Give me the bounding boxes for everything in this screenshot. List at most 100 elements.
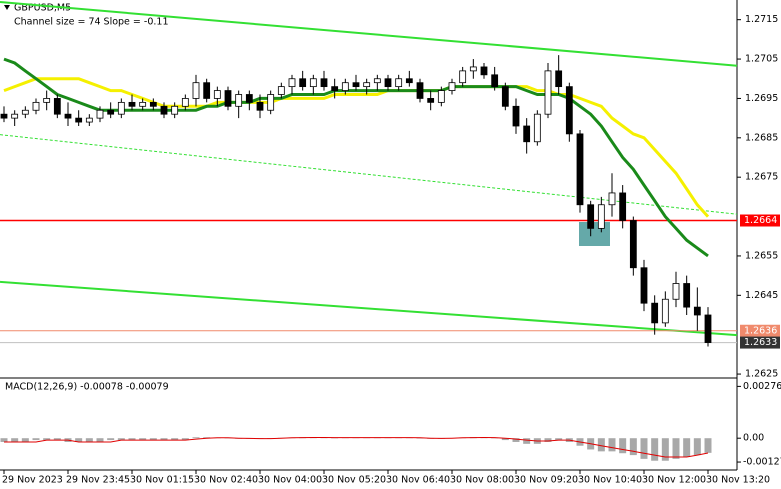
macd-bar [149,438,157,441]
candle-body [192,82,200,99]
x-tick-label: 29 Nov 2023 [2,475,63,486]
candle-body [352,82,360,88]
x-tick-label: 30 Nov 09:20 [514,475,578,486]
macd-bar [85,438,93,442]
candle-body [341,82,349,91]
channel-line [0,0,738,67]
candle-body [672,283,680,300]
candle-body [53,98,61,115]
candle-body [565,86,573,135]
candle-body [373,78,381,84]
macd-bar [661,438,669,461]
candle-body [480,66,488,76]
candle-body [117,101,125,115]
candle-body [267,94,275,111]
level-label: 1.2633 [744,337,777,348]
macd-bar [555,438,563,441]
candle-body [277,86,285,95]
macd-bar [672,438,680,459]
candle-body [651,302,659,324]
candle-body [288,78,296,88]
macd-signal [4,436,709,458]
candle-body [533,113,541,143]
level-box [740,324,780,337]
y-tick-label: 1.2645 [745,290,778,301]
macd-bar [43,438,51,441]
y-tick-label: 1.2705 [745,54,778,65]
candle-body [576,133,584,206]
x-tick-label: 30 Nov 12:00 [642,475,706,486]
candle-body [96,109,104,119]
macd-bar [171,438,179,441]
macd-bar [21,438,29,442]
candle-body [224,90,232,107]
candle-body [181,98,189,107]
candle-body [43,98,51,103]
chart-subtitle: Channel size = 74 Slope = -0.11 [14,17,169,28]
candle-body [32,101,40,111]
candle-body [619,192,627,221]
candle-body [139,101,147,107]
macd-bar [608,438,616,452]
y-tick-label: 1.2625 [745,369,778,380]
candle-body [437,90,445,103]
macd-bar [683,438,691,457]
candle-body [149,101,157,107]
macd-bar [619,438,627,454]
candle-body [11,113,19,119]
candle-body [416,82,424,99]
candle-body [75,117,83,123]
candle-body [555,70,563,88]
macd-bar [640,438,648,459]
candle-body [501,86,509,107]
macd-bar [651,438,659,461]
candle-body [523,125,531,143]
macd-bar [181,438,189,441]
macd-bar [523,438,531,444]
candle-body [683,283,691,308]
candle-body [597,204,605,229]
candle-body [587,204,595,229]
candle-body [704,314,712,343]
macd-bar [139,438,147,441]
candle-body [448,82,456,91]
candle-body [512,105,520,127]
candle-body [459,70,467,84]
candle-body [427,98,435,103]
macd-bar [75,438,83,442]
macd-bar [629,438,637,456]
candle-body [160,105,168,115]
macd-bar [11,438,19,442]
highlight-box [579,222,610,246]
candle-body [203,82,211,99]
y-tick-label: 1.2695 [745,93,778,104]
x-tick-label: 30 Nov 06:40 [386,475,450,486]
y-tick-label: 1.2715 [745,14,778,25]
symbol-arrow [4,5,10,10]
candle-body [395,78,403,88]
candle-body [363,82,371,88]
level-label: 1.2636 [744,325,777,336]
macd-y-tick-label: 0.00276 [743,381,781,392]
macd-y-tick-label: 0.00 [743,433,764,444]
x-tick-label: 30 Nov 13:20 [706,475,770,486]
macd-bar [117,438,125,441]
macd-label: MACD(12,26,9) -0.00078 -0.00079 [5,382,169,393]
macd-bar [704,438,712,453]
candle-body [235,94,243,107]
candle-body [629,220,637,269]
x-tick-label: 30 Nov 08:00 [450,475,514,486]
macd-bar [501,438,509,441]
macd-bar [693,438,701,456]
candle-body [405,78,413,84]
macd-bar [128,438,136,441]
chart-title: GBPUSD,M5 [14,3,71,14]
macd-bar [544,438,552,442]
candle-body [256,101,264,111]
candle-body [491,74,499,88]
macd-bar [0,438,8,442]
candle-body [544,70,552,115]
